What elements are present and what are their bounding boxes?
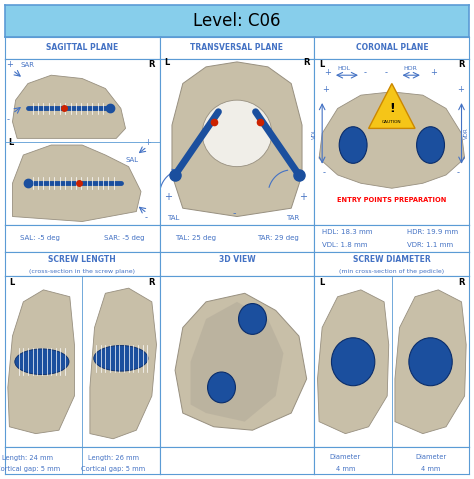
Text: VDR: 1.1 mm: VDR: 1.1 mm bbox=[407, 242, 454, 248]
Text: SAGITTAL PLANE: SAGITTAL PLANE bbox=[46, 43, 118, 52]
Text: L: L bbox=[9, 278, 15, 287]
Text: -: - bbox=[384, 68, 387, 77]
Text: SAR: SAR bbox=[20, 62, 34, 68]
Text: TAL: TAL bbox=[167, 215, 180, 221]
Polygon shape bbox=[172, 62, 302, 217]
Circle shape bbox=[238, 304, 266, 334]
Text: HDR: 19.9 mm: HDR: 19.9 mm bbox=[407, 228, 458, 235]
Text: +: + bbox=[164, 192, 172, 202]
Text: -: - bbox=[364, 68, 367, 77]
Text: +: + bbox=[144, 138, 151, 147]
Text: L: L bbox=[164, 58, 170, 67]
Text: VDR: VDR bbox=[464, 127, 469, 139]
Text: -: - bbox=[144, 213, 147, 222]
Text: R: R bbox=[303, 58, 310, 67]
Polygon shape bbox=[395, 290, 466, 433]
Text: +: + bbox=[457, 85, 464, 94]
Text: SAL: -5 deg: SAL: -5 deg bbox=[20, 235, 60, 241]
Polygon shape bbox=[12, 145, 141, 221]
Text: Diameter: Diameter bbox=[330, 454, 361, 460]
Text: R: R bbox=[149, 60, 155, 69]
Polygon shape bbox=[175, 293, 307, 430]
Text: !: ! bbox=[389, 102, 395, 115]
Text: L: L bbox=[319, 278, 324, 287]
Text: TAR: 29 deg: TAR: 29 deg bbox=[257, 235, 299, 241]
Polygon shape bbox=[319, 92, 465, 188]
Text: TAR: TAR bbox=[287, 215, 300, 221]
Text: 4 mm: 4 mm bbox=[421, 466, 440, 472]
Text: -: - bbox=[6, 115, 9, 124]
Text: SAR: -5 deg: SAR: -5 deg bbox=[104, 235, 144, 241]
Text: Cortical gap: 5 mm: Cortical gap: 5 mm bbox=[0, 466, 60, 472]
Polygon shape bbox=[318, 290, 389, 433]
Text: +: + bbox=[324, 68, 330, 77]
Polygon shape bbox=[191, 302, 283, 422]
Text: Length: 26 mm: Length: 26 mm bbox=[88, 455, 138, 461]
Text: CORONAL PLANE: CORONAL PLANE bbox=[356, 43, 428, 52]
Text: VDL: VDL bbox=[312, 128, 317, 139]
Circle shape bbox=[208, 372, 236, 403]
Text: +: + bbox=[430, 68, 438, 77]
Text: 4 mm: 4 mm bbox=[336, 466, 355, 472]
Text: ENTRY POINTS PREPARATION: ENTRY POINTS PREPARATION bbox=[337, 197, 447, 203]
Ellipse shape bbox=[339, 127, 367, 163]
Text: R: R bbox=[149, 278, 155, 287]
Text: SCREW LENGTH: SCREW LENGTH bbox=[48, 254, 116, 263]
Text: +: + bbox=[6, 60, 13, 69]
Text: L: L bbox=[319, 60, 324, 69]
Text: +: + bbox=[322, 85, 329, 94]
Text: CAUTION: CAUTION bbox=[382, 120, 401, 124]
Text: L: L bbox=[8, 138, 13, 147]
Text: VDL: 1.8 mm: VDL: 1.8 mm bbox=[322, 242, 368, 248]
Text: SAL: SAL bbox=[126, 157, 138, 163]
Text: 3D VIEW: 3D VIEW bbox=[219, 254, 255, 263]
Text: SCREW DIAMETER: SCREW DIAMETER bbox=[353, 254, 431, 263]
Ellipse shape bbox=[94, 345, 148, 371]
Polygon shape bbox=[12, 75, 126, 138]
Ellipse shape bbox=[202, 100, 272, 167]
Text: -: - bbox=[457, 168, 460, 177]
Text: Level: C06: Level: C06 bbox=[193, 11, 281, 30]
Text: Cortical gap: 5 mm: Cortical gap: 5 mm bbox=[81, 466, 145, 472]
Text: (cross-section in the screw plane): (cross-section in the screw plane) bbox=[29, 269, 135, 274]
Text: Length: 24 mm: Length: 24 mm bbox=[2, 455, 54, 461]
Ellipse shape bbox=[417, 127, 445, 163]
Polygon shape bbox=[90, 288, 156, 439]
Text: TRANSVERSAL PLANE: TRANSVERSAL PLANE bbox=[191, 43, 283, 52]
Text: R: R bbox=[458, 278, 465, 287]
Text: -: - bbox=[232, 208, 236, 218]
Text: TAL: 25 deg: TAL: 25 deg bbox=[175, 235, 216, 241]
Polygon shape bbox=[369, 83, 415, 128]
Ellipse shape bbox=[15, 349, 69, 375]
Text: Diameter: Diameter bbox=[415, 454, 446, 460]
Text: +: + bbox=[299, 192, 307, 202]
Text: (min cross-section of the pedicle): (min cross-section of the pedicle) bbox=[339, 269, 445, 274]
Polygon shape bbox=[8, 290, 74, 433]
Text: -: - bbox=[322, 168, 325, 177]
Text: HDR: HDR bbox=[403, 66, 418, 71]
Text: HDL: 18.3 mm: HDL: 18.3 mm bbox=[322, 228, 373, 235]
Text: HDL: HDL bbox=[337, 66, 350, 71]
Text: R: R bbox=[458, 60, 465, 69]
Circle shape bbox=[331, 338, 375, 386]
Circle shape bbox=[409, 338, 452, 386]
